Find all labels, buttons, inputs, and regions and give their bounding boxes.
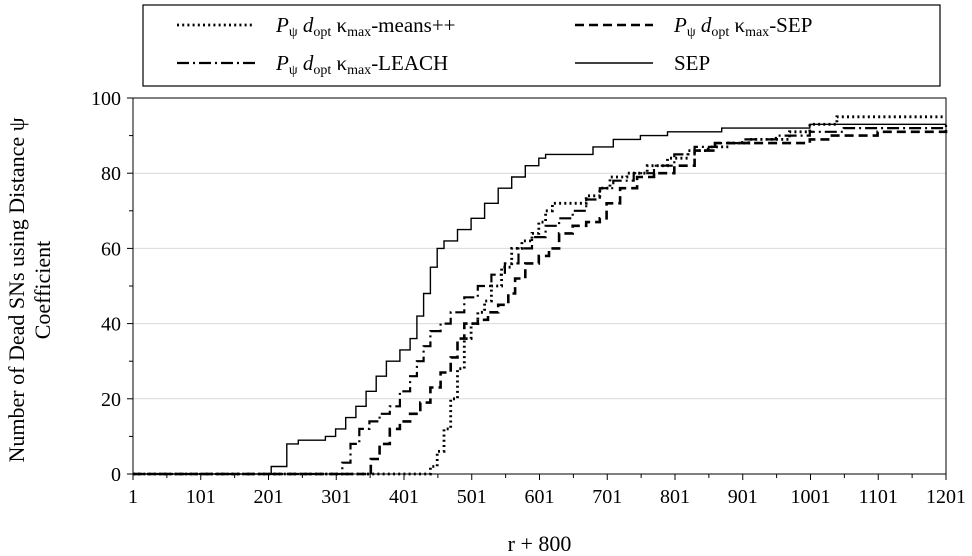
- legend-label: Pψ dopt κmax-means++: [275, 13, 456, 40]
- legend-label-rest: -LEACH: [371, 51, 448, 75]
- legend-label-k: κ: [336, 51, 347, 75]
- legend-label-k: κ: [734, 13, 745, 37]
- y-tick-label: 60: [101, 238, 121, 260]
- x-tick-label: 501: [457, 486, 487, 508]
- legend-label-p: P: [275, 13, 289, 37]
- x-tick-label: 301: [321, 486, 351, 508]
- legend-label: SEP: [674, 51, 710, 75]
- legend-label-d-sub: opt: [313, 63, 331, 78]
- legend-label-d: d: [701, 13, 712, 37]
- x-tick-label: 601: [525, 486, 555, 508]
- x-tick-label: 701: [592, 486, 622, 508]
- legend-label: Pψ dopt κmax-LEACH: [275, 51, 448, 78]
- legend-label-p-sub: ψ: [289, 63, 298, 78]
- y-axis-title-line-1: Number of Dead SNs using Distance ψ: [4, 117, 29, 462]
- legend-label-rest: SEP: [674, 51, 710, 75]
- legend-label-rest: -SEP: [769, 13, 812, 37]
- legend-label-k-sub: max: [347, 25, 371, 40]
- y-tick-label: 0: [111, 464, 121, 486]
- series-lines: [133, 115, 948, 476]
- legend-label-k-sub: max: [347, 63, 371, 78]
- legend-label-d-sub: opt: [711, 25, 729, 40]
- x-axis-title: r + 800: [508, 531, 572, 556]
- series-line-solid: [133, 123, 946, 475]
- x-tick-label: 401: [389, 486, 419, 508]
- legend-label-rest: -means++: [371, 13, 455, 37]
- legend-box: [142, 4, 941, 87]
- x-tick-label: 1201: [926, 486, 966, 508]
- y-axis-title-line-2: Coefficient: [30, 241, 55, 340]
- legend-label-p: P: [673, 13, 687, 37]
- x-tick-label: 1101: [859, 486, 898, 508]
- legend-label-d: d: [303, 13, 314, 37]
- x-tick-label: 901: [728, 486, 758, 508]
- legend-label-d: d: [303, 51, 314, 75]
- y-tick-label: 80: [101, 163, 121, 185]
- x-tick-label: 801: [660, 486, 690, 508]
- x-tick-label: 1001: [791, 486, 831, 508]
- series-line-dashdot: [133, 124, 948, 476]
- legend-label-k-sub: max: [745, 25, 769, 40]
- gridlines: [133, 97, 946, 400]
- x-tick-label: 101: [186, 486, 216, 508]
- legend-label-d-sub: opt: [313, 25, 331, 40]
- y-tick-label: 20: [101, 389, 121, 411]
- x-tick-label: 1: [128, 486, 138, 508]
- y-tick-label: 40: [101, 314, 121, 336]
- legend-label-p-sub: ψ: [289, 25, 298, 40]
- x-tick-label: 201: [254, 486, 284, 508]
- legend-label-p-sub: ψ: [687, 25, 696, 40]
- legend-label: Pψ dopt κmax-SEP: [673, 13, 812, 40]
- y-tick-label: 100: [91, 88, 121, 110]
- legend-label-p: P: [275, 51, 289, 75]
- legend-label-k: κ: [336, 13, 347, 37]
- series-line-dashed: [133, 128, 948, 476]
